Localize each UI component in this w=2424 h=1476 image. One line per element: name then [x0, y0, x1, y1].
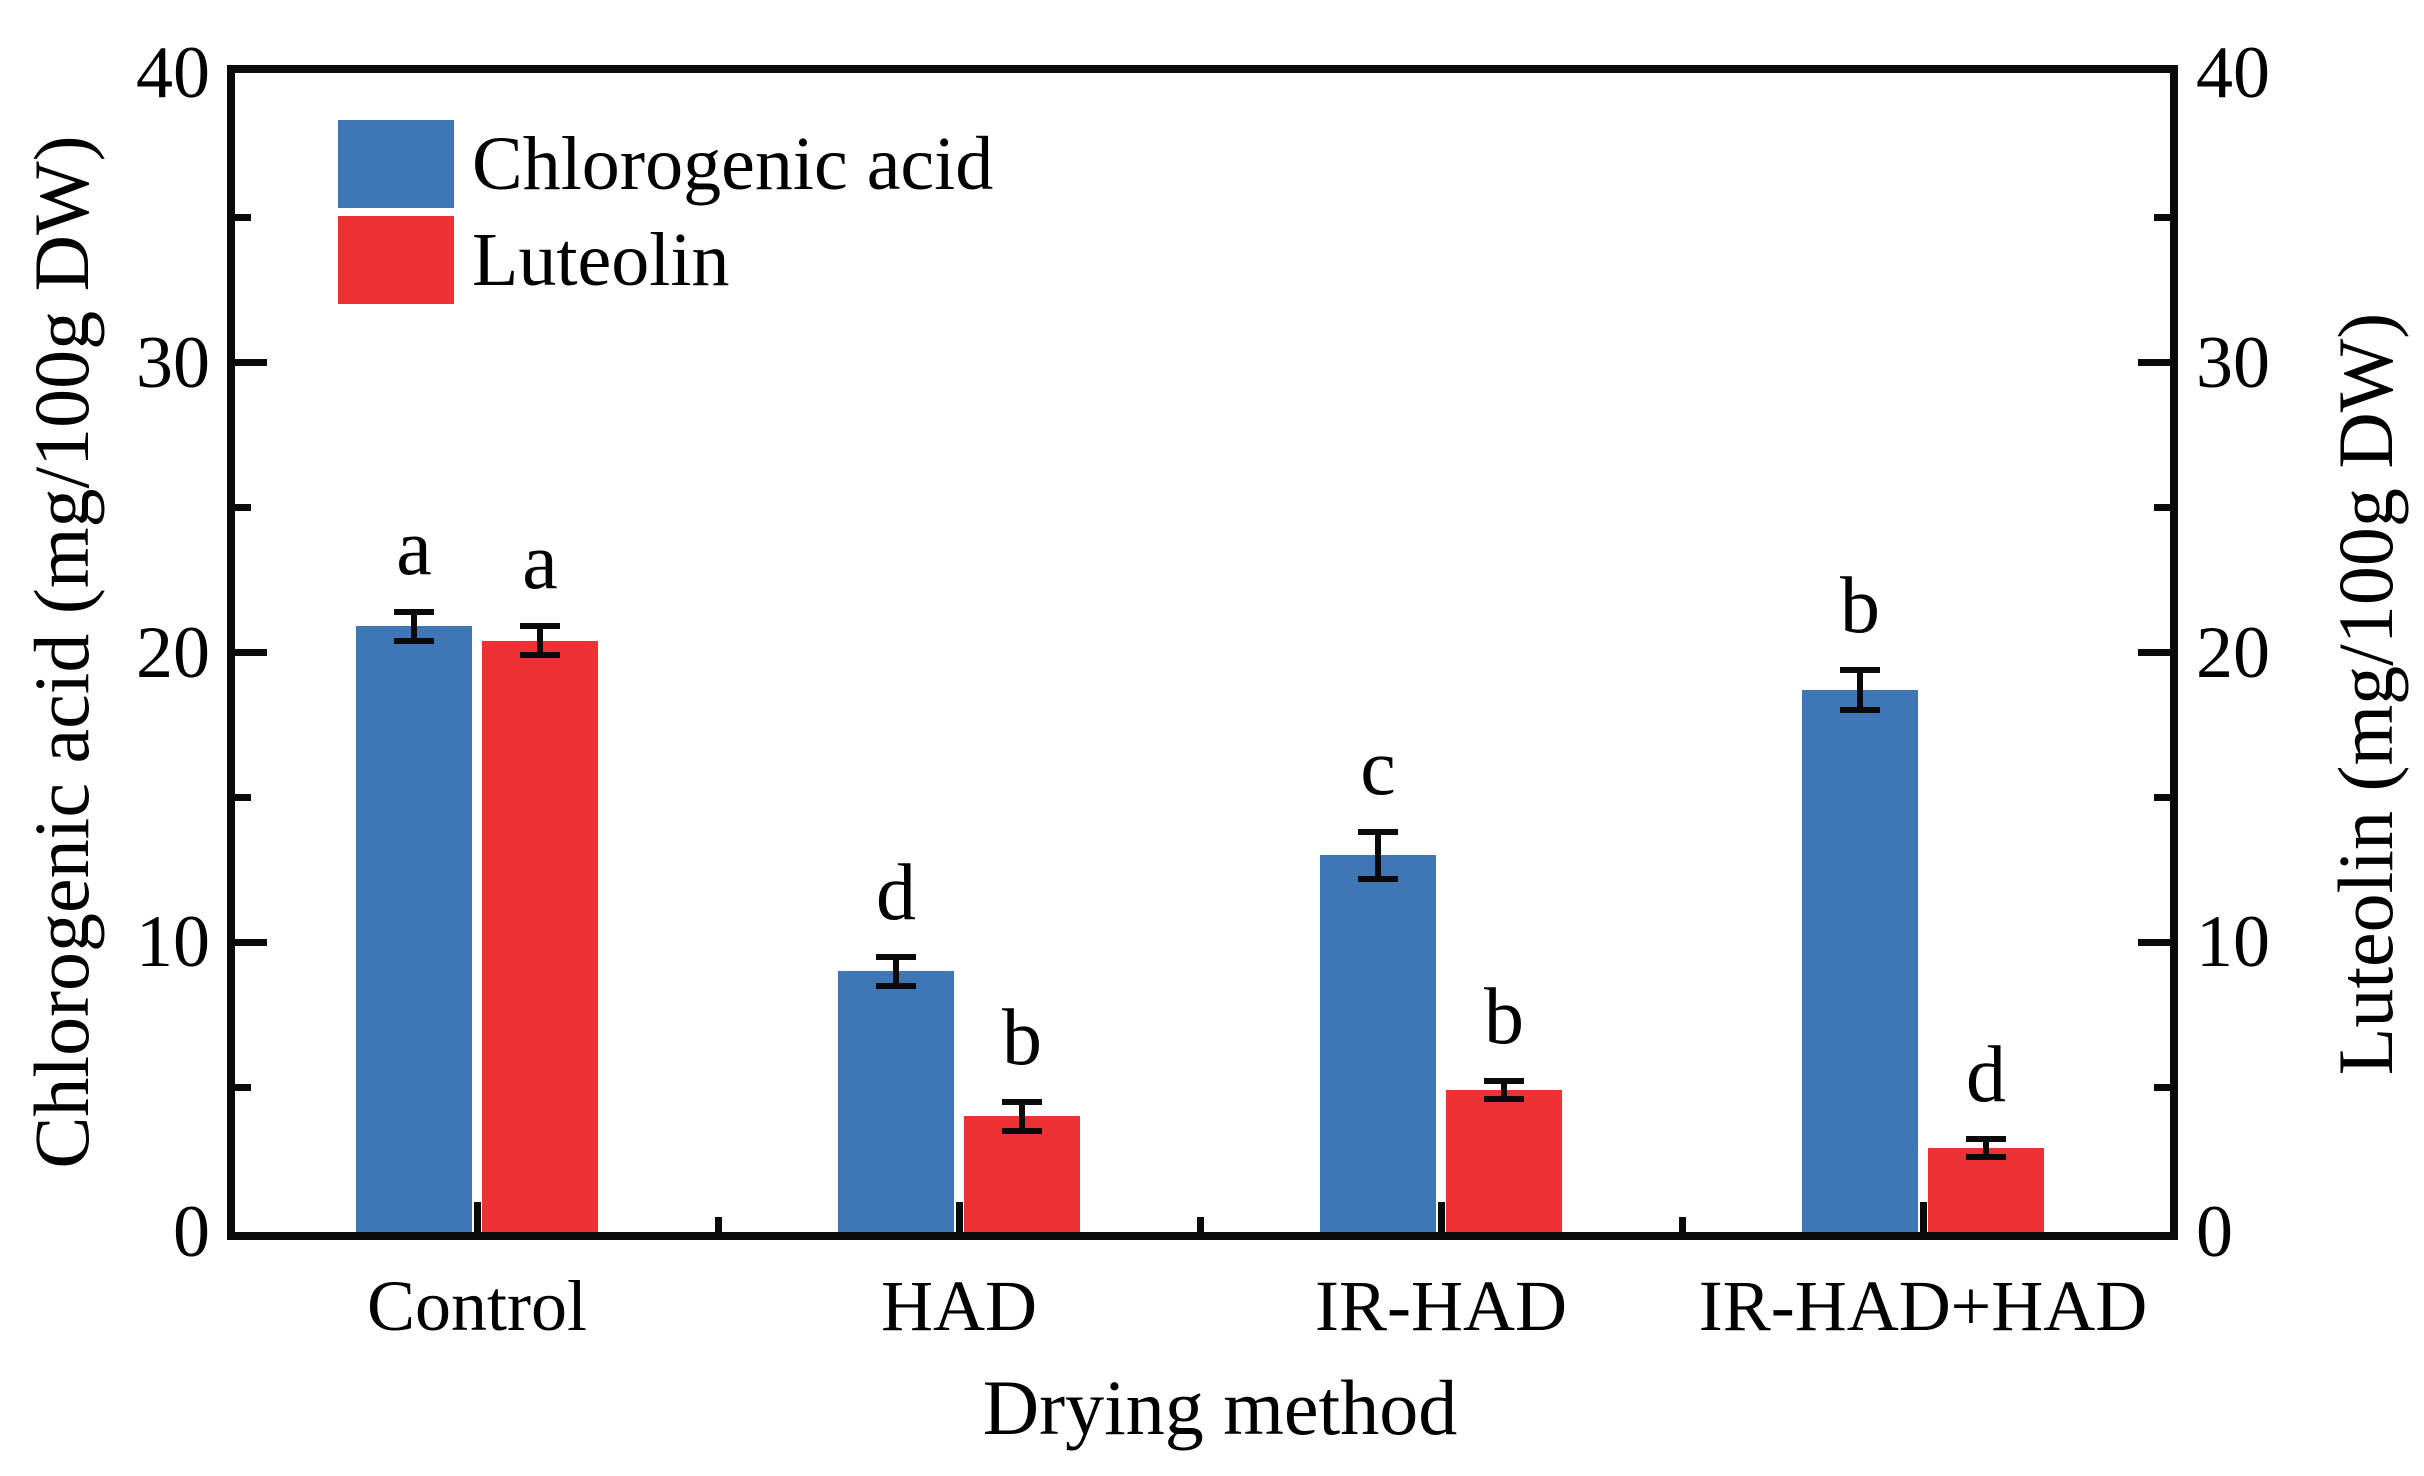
error-bar-luteolin-ir-had-had [1983, 1139, 1989, 1157]
error-cap-bottom-luteolin-ir-had [1484, 1095, 1524, 1102]
error-cap-top-chlorogenic-acid-ir-had-had [1840, 666, 1880, 673]
y-minor-tick-left-5 [235, 1083, 251, 1091]
y-tick-label-left-0: 0 [173, 1191, 210, 1273]
y-tick-label-left-20: 20 [136, 611, 210, 694]
error-cap-top-luteolin-ir-had [1484, 1078, 1524, 1085]
bar-luteolin-control [482, 640, 598, 1232]
y-minor-tick-right-5 [2154, 1083, 2170, 1091]
y-tick-label-right-10: 10 [2196, 901, 2270, 984]
error-cap-bottom-chlorogenic-acid-control [394, 637, 434, 644]
y-tick-label-right-30: 30 [2196, 321, 2270, 404]
bar-chlorogenic-acid-ir-had-had [1802, 690, 1918, 1232]
y-minor-tick-right-35 [2154, 214, 2170, 222]
sig-letter-luteolin-ir-had-had: d [1966, 1031, 2006, 1120]
error-cap-top-luteolin-had [1002, 1098, 1042, 1105]
error-cap-top-chlorogenic-acid-control [394, 608, 434, 615]
error-cap-bottom-luteolin-had [1002, 1127, 1042, 1134]
error-cap-bottom-chlorogenic-acid-had [876, 982, 916, 989]
x-major-tick-ir-had-had [1919, 1202, 1927, 1232]
error-bar-chlorogenic-acid-control [411, 611, 417, 641]
error-cap-top-chlorogenic-acid-had [876, 953, 916, 960]
error-bar-chlorogenic-acid-had [893, 956, 899, 986]
error-bar-chlorogenic-acid-ir-had-had [1857, 669, 1863, 711]
bar-luteolin-had [964, 1116, 1080, 1232]
y-major-tick-left-20 [235, 649, 267, 656]
sig-letter-luteolin-control: a [522, 518, 558, 607]
y-tick-label-right-0: 0 [2196, 1191, 2233, 1273]
x-major-tick-control [473, 1202, 481, 1232]
y-major-tick-right-20 [2138, 649, 2170, 656]
legend-label-chlorogenic-acid: Chlorogenic acid [472, 122, 994, 206]
x-major-tick-ir-had [1437, 1202, 1445, 1232]
error-cap-bottom-chlorogenic-acid-ir-had-had [1840, 707, 1880, 714]
bar-luteolin-ir-had-had [1928, 1147, 2044, 1232]
y-tick-label-left-40: 40 [136, 32, 210, 114]
sig-letter-chlorogenic-acid-ir-had-had: b [1840, 561, 1880, 650]
x-tick-label-had: HAD [881, 1266, 1037, 1346]
error-cap-top-luteolin-control [520, 623, 560, 630]
x-tick-label-ir-had: IR-HAD [1315, 1266, 1567, 1346]
error-cap-bottom-chlorogenic-acid-ir-had [1358, 875, 1398, 882]
x-axis-title: Drying method [982, 1364, 1458, 1451]
y-minor-tick-right-25 [2154, 504, 2170, 512]
bar-chlorogenic-acid-control [356, 626, 472, 1232]
error-bar-luteolin-control [537, 626, 543, 656]
y-major-tick-left-10 [235, 938, 267, 946]
y-tick-label-left-10: 10 [136, 901, 210, 984]
y-major-tick-right-30 [2138, 359, 2170, 367]
bar-luteolin-ir-had [1446, 1090, 1562, 1232]
x-minor-tick-2 [1678, 1217, 1686, 1232]
error-cap-top-chlorogenic-acid-ir-had [1358, 829, 1398, 836]
legend-label-luteolin: Luteolin [472, 218, 730, 302]
error-bar-chlorogenic-acid-ir-had [1375, 832, 1381, 879]
x-major-tick-had [955, 1202, 963, 1232]
y-minor-tick-right-15 [2154, 793, 2170, 801]
y-tick-label-right-40: 40 [2196, 32, 2270, 114]
error-cap-bottom-luteolin-control [520, 652, 560, 659]
y-major-tick-left-30 [235, 359, 267, 367]
x-minor-tick-0 [714, 1217, 722, 1232]
x-minor-tick-1 [1196, 1217, 1204, 1232]
bar-chlorogenic-acid-had [838, 971, 954, 1232]
sig-letter-chlorogenic-acid-had: d [876, 848, 916, 937]
sig-letter-luteolin-had: b [1002, 993, 1042, 1082]
bar-chlorogenic-acid-ir-had [1320, 855, 1436, 1232]
error-bar-luteolin-ir-had [1501, 1081, 1507, 1099]
sig-letter-chlorogenic-acid-control: a [396, 503, 432, 592]
error-cap-top-luteolin-ir-had-had [1966, 1136, 2006, 1143]
y-minor-tick-left-35 [235, 214, 251, 222]
sig-letter-chlorogenic-acid-ir-had: c [1360, 724, 1396, 813]
error-bar-luteolin-had [1019, 1101, 1025, 1131]
legend-swatch-chlorogenic-acid [338, 120, 454, 208]
x-tick-label-ir-had-had: IR-HAD+HAD [1698, 1266, 2148, 1346]
y-minor-tick-left-15 [235, 793, 251, 801]
y-minor-tick-left-25 [235, 504, 251, 512]
y-tick-label-right-20: 20 [2196, 611, 2270, 694]
sig-letter-luteolin-ir-had: b [1484, 973, 1524, 1062]
legend-swatch-luteolin [338, 216, 454, 304]
y-tick-label-left-30: 30 [136, 321, 210, 404]
error-cap-bottom-luteolin-ir-had-had [1966, 1153, 2006, 1160]
x-tick-label-control: Control [366, 1266, 587, 1346]
y-major-tick-right-10 [2138, 938, 2170, 946]
